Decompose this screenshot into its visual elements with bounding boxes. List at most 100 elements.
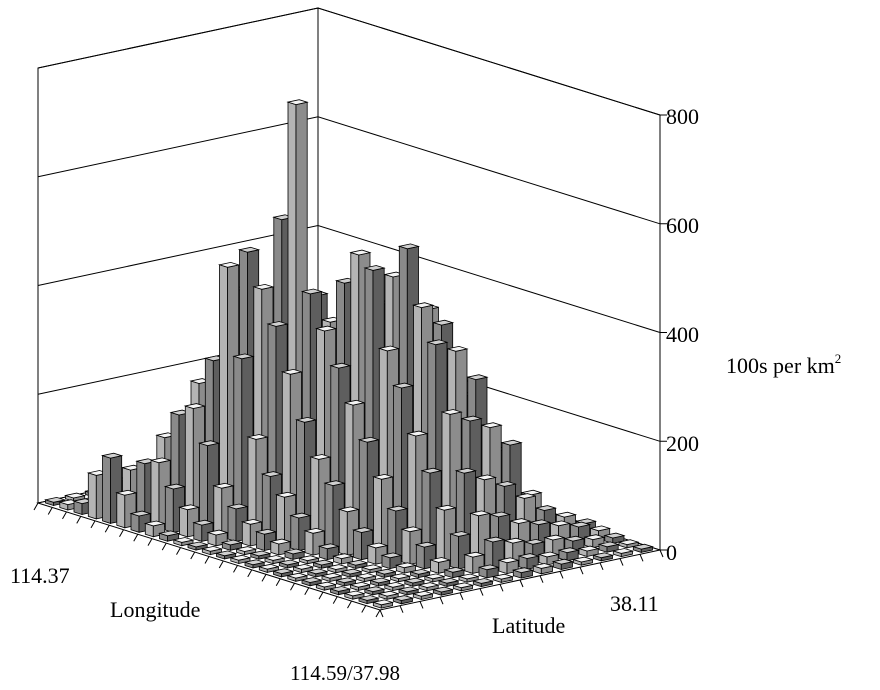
bar-top-face bbox=[437, 577, 460, 584]
bar-top-face bbox=[43, 496, 67, 503]
y-tick bbox=[499, 584, 504, 592]
bar bbox=[391, 595, 415, 605]
bar-top-face bbox=[200, 545, 224, 552]
bar-top-face bbox=[311, 559, 335, 566]
bar-top-face bbox=[286, 572, 309, 579]
x-tick bbox=[62, 511, 67, 520]
bar bbox=[183, 403, 207, 529]
bar-top-face bbox=[163, 483, 187, 490]
z-gridline bbox=[37, 7, 661, 116]
bar bbox=[263, 555, 286, 565]
x-tick bbox=[361, 605, 367, 613]
bar-top-face bbox=[383, 581, 406, 588]
bar-top-face bbox=[400, 526, 423, 533]
bar-front-face bbox=[401, 528, 411, 565]
bar-top-face bbox=[557, 547, 580, 554]
bar-top-face bbox=[380, 552, 403, 559]
y-tick bbox=[479, 588, 484, 596]
bar bbox=[491, 573, 515, 583]
bar-top-face bbox=[349, 249, 372, 256]
bar-top-face bbox=[214, 550, 238, 557]
bar-top-face bbox=[377, 345, 401, 352]
x-tick bbox=[375, 609, 381, 618]
z-axis-label: 100s per km2 bbox=[726, 351, 841, 378]
bar-top-face bbox=[491, 573, 515, 580]
bar-top-face bbox=[471, 578, 495, 584]
bar bbox=[583, 534, 606, 549]
bar-top-face bbox=[150, 457, 171, 464]
bar-top-face bbox=[115, 489, 138, 496]
bar-top-face bbox=[343, 590, 366, 597]
bar-top-face bbox=[603, 532, 626, 539]
bar-front-face bbox=[415, 544, 425, 570]
bar bbox=[571, 556, 595, 566]
bar bbox=[269, 538, 292, 556]
bar bbox=[631, 543, 655, 553]
x-tick bbox=[318, 591, 324, 600]
bar-top-face bbox=[212, 482, 235, 489]
bar-top-face bbox=[331, 553, 355, 560]
bar bbox=[591, 552, 615, 562]
bar-top-face bbox=[306, 568, 329, 575]
bar-top-face bbox=[446, 345, 469, 352]
bar-top-face bbox=[537, 551, 560, 558]
bar-front-face bbox=[367, 544, 377, 565]
bar-top-face bbox=[466, 374, 489, 381]
x-tick bbox=[176, 547, 181, 555]
bar-front-face bbox=[387, 507, 397, 561]
bar bbox=[411, 590, 435, 601]
bar bbox=[354, 573, 378, 583]
x-tick bbox=[33, 502, 39, 511]
y-tick bbox=[459, 592, 464, 601]
bar-top-face bbox=[588, 525, 612, 532]
bar-top-face bbox=[259, 563, 279, 570]
corner-label: 114.59/37.98 bbox=[290, 661, 400, 685]
bar-front-face bbox=[116, 492, 126, 529]
bar-front-face bbox=[304, 530, 314, 556]
bar-top-face bbox=[317, 543, 341, 550]
bar-top-face bbox=[417, 582, 440, 588]
x-tick bbox=[47, 507, 53, 515]
bar-front-face bbox=[193, 522, 203, 542]
bar bbox=[517, 553, 540, 570]
bar-top-face bbox=[217, 261, 241, 268]
bar bbox=[258, 563, 279, 573]
y-axis-label: Latitude bbox=[492, 613, 565, 638]
bar bbox=[617, 539, 640, 549]
bar-top-face bbox=[334, 577, 358, 584]
bar-top-face bbox=[403, 577, 426, 584]
bar-top-face bbox=[508, 518, 532, 524]
bar-front-face bbox=[241, 521, 251, 547]
bar-top-face bbox=[291, 563, 315, 570]
bar-front-face bbox=[256, 531, 265, 552]
z-gridline bbox=[37, 116, 661, 225]
bar-top-face bbox=[460, 415, 483, 422]
bar-front-face bbox=[290, 514, 300, 552]
bar-top-face bbox=[531, 563, 555, 569]
bar-front-face bbox=[130, 512, 140, 533]
bar-top-face bbox=[129, 510, 152, 517]
bar bbox=[243, 559, 266, 569]
bar-top-face bbox=[360, 564, 383, 571]
y-axis-end-label: 38.11 bbox=[610, 591, 659, 616]
bar-top-face bbox=[326, 564, 349, 570]
bar-top-face bbox=[300, 288, 324, 295]
bar-front-face bbox=[276, 494, 285, 547]
bar bbox=[157, 530, 181, 542]
bar-top-face bbox=[551, 558, 575, 565]
bar-top-face bbox=[314, 581, 338, 588]
y-tick bbox=[559, 571, 564, 579]
bar-top-face bbox=[548, 520, 572, 527]
bar bbox=[431, 586, 455, 596]
bar bbox=[291, 563, 315, 574]
bar-top-face bbox=[451, 582, 475, 589]
x-tick bbox=[304, 587, 310, 595]
y-tick bbox=[579, 566, 584, 575]
bar bbox=[478, 564, 499, 579]
x-tick bbox=[90, 520, 96, 529]
bar-top-face bbox=[591, 552, 615, 559]
bar-front-face bbox=[199, 442, 208, 534]
x-tick bbox=[275, 578, 281, 587]
bar bbox=[577, 545, 600, 558]
bar-top-face bbox=[357, 436, 381, 443]
